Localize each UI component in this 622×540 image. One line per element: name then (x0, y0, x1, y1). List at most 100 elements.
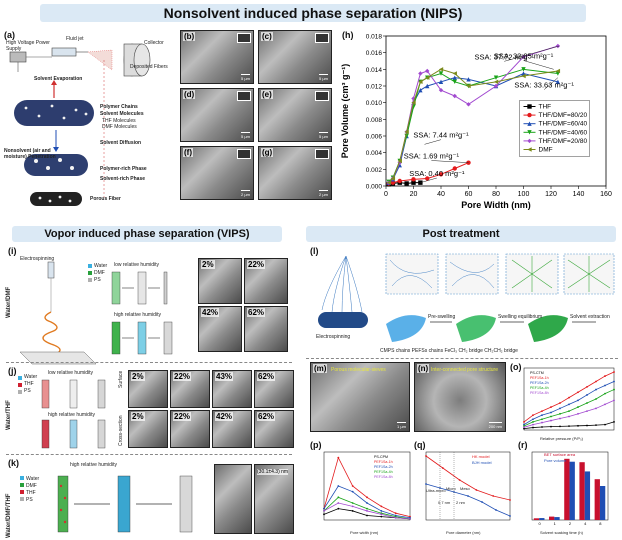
bar (569, 461, 575, 520)
data-point (425, 83, 430, 89)
p-xlabel: Pore width (nm) (350, 530, 379, 535)
r-legend-pv: Pore volume (544, 458, 567, 463)
side-label-i: Water/DMF (6, 286, 12, 318)
bar (554, 517, 560, 520)
x-tick-label: 160 (600, 191, 612, 198)
data-point (550, 411, 552, 414)
sem-m: (m) Porous molecular-sieves 1 µm (310, 362, 410, 432)
pct-label: 43% (215, 372, 234, 381)
schematic-i (19, 261, 173, 365)
sem-j-4: 62% (254, 370, 294, 408)
schematic-k (20, 475, 193, 533)
legend-entry: THF/DMF=20/80 (539, 138, 588, 145)
data-point (509, 515, 511, 517)
data-point (523, 425, 525, 427)
schematic-l (318, 253, 615, 342)
m-label: Porous molecular-sieves (331, 367, 386, 373)
y-tick-label: 0.014 (366, 67, 383, 74)
data-point (475, 489, 478, 491)
data-point (555, 68, 561, 74)
data-point (351, 510, 354, 512)
annotation-arrow (523, 60, 554, 70)
sem-n: (n) Inter-connected pore structure 200 n… (414, 362, 506, 432)
panel-label-l: (l) (310, 246, 319, 256)
data-point (351, 505, 354, 508)
series-line (425, 455, 511, 501)
schematic-a (9, 43, 151, 206)
panel-label-h: (h) (342, 30, 354, 40)
pct-label: 2% (201, 260, 215, 269)
legend-entry: PEF1Sa-8h (374, 475, 393, 479)
r-legend-bet: BET surface area (544, 452, 576, 457)
data-point (351, 502, 354, 504)
legend-marker (527, 121, 532, 126)
data-point (586, 424, 588, 427)
data-point (337, 496, 340, 499)
pct-label: 62% (257, 412, 276, 421)
k-legend-thf: THF (26, 490, 36, 496)
ssa-annotation: SSA: 37.72 m²g⁻¹ (475, 52, 535, 61)
data-point (458, 479, 461, 481)
data-point (577, 424, 579, 427)
label-nonsolvent: Nonsolvent (air and moisture) Penetratio… (4, 148, 56, 160)
legend-entry: THF/DMF=80/20 (539, 112, 588, 119)
data-point (586, 410, 588, 413)
data-point (411, 177, 416, 182)
nips-banner: Nonsolvent induced phase separation (NIP… (40, 4, 586, 22)
data-point (613, 371, 615, 373)
data-point (523, 426, 525, 429)
i-legend-dmf: DMF (94, 270, 105, 276)
l-solvent: Solvent extraction (570, 314, 610, 320)
o-xlabel: Relative pressure (P/P₀) (540, 436, 584, 441)
data-point (541, 426, 543, 428)
ssa-annotation: SSA: 0.40 m²g⁻¹ (409, 169, 465, 178)
data-point (559, 425, 561, 428)
y-tick-label: 0.004 (366, 150, 383, 157)
data-point (452, 166, 457, 171)
data-point (425, 483, 427, 485)
panel-label-d: (d) (183, 90, 196, 99)
x-tick-label: 0 (538, 521, 541, 526)
data-point (495, 509, 497, 511)
data-point (613, 421, 615, 423)
bar (533, 518, 540, 520)
side-label-k: Water/DMF/THF (6, 493, 12, 538)
data-point (351, 485, 354, 487)
data-point (366, 496, 368, 499)
separator (306, 358, 618, 359)
data-point (452, 93, 457, 99)
sem-c: (c) 5 µm (258, 30, 332, 84)
legend-entry: PEF1Sa-8h (530, 391, 549, 395)
data-point (604, 403, 606, 406)
scale-e: 5 µm (319, 132, 328, 139)
j-legend-ps: PS (24, 388, 31, 394)
y-axis-label: Pore Volume (cm³ g⁻¹) (340, 64, 350, 159)
data-point (559, 417, 561, 420)
data-point (604, 375, 606, 377)
sem-inset (315, 149, 329, 159)
panel-label-o: (o) (510, 362, 522, 372)
data-point (466, 83, 471, 89)
label-solvrich: Solvent-rich Phase (100, 176, 146, 182)
data-point (438, 87, 444, 93)
data-point (394, 516, 397, 519)
label-porous: Porous Fiber (90, 196, 121, 202)
series-line (523, 389, 615, 427)
data-point (586, 394, 588, 396)
data-point (337, 485, 340, 487)
data-point (425, 176, 430, 181)
scale-g: 2 µm (319, 190, 328, 197)
y-tick-label: 0.018 (366, 34, 383, 41)
legend-entry: PEF1Sa-4h (374, 470, 393, 474)
q-mark-07: 0.7 nm (438, 500, 451, 505)
bar (564, 458, 570, 520)
data-point (323, 513, 325, 516)
data-point (568, 410, 570, 413)
y-tick-label: 0.016 (366, 50, 383, 57)
data-point (595, 380, 597, 383)
legend-entry: DMF (539, 147, 553, 154)
j-low-rh: low relative humidity (48, 370, 94, 376)
panel-label-c: (c) (261, 32, 273, 41)
sem-k-1 (214, 464, 252, 534)
q-region-micro: Micro (446, 486, 456, 491)
